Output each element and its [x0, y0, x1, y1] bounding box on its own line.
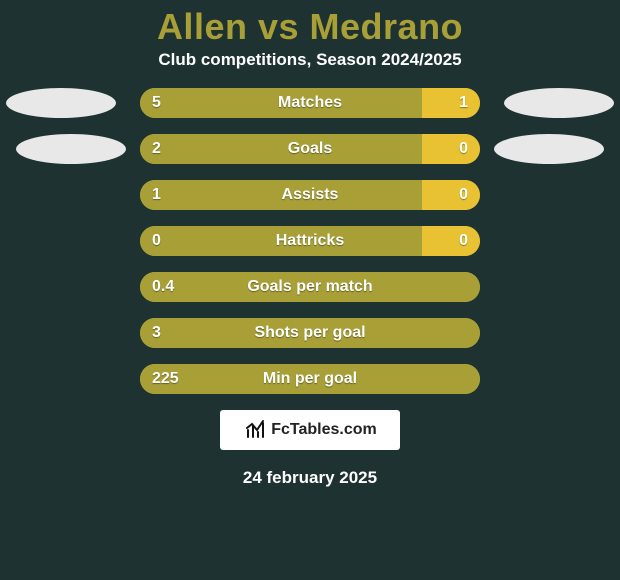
stat-bar-track	[140, 134, 480, 164]
stat-bar-right	[422, 226, 480, 256]
stats-area: Matches51 Goals20 Assists10 Hattricks00 Goal…	[0, 88, 620, 394]
player-a-name: Allen	[157, 6, 248, 47]
stat-bar-full	[140, 364, 480, 394]
stat-row: Assists10	[0, 180, 620, 210]
player-b-name: Medrano	[310, 6, 464, 47]
stat-bar-left	[140, 134, 422, 164]
stat-bar-full	[140, 272, 480, 302]
stat-row: Min per goal225	[0, 364, 620, 394]
stat-bar-track	[140, 318, 480, 348]
logo-text-fc: Fc	[271, 421, 290, 438]
stat-bar-track	[140, 272, 480, 302]
stat-bar-right	[422, 134, 480, 164]
logo-text: FcTables.com	[271, 421, 377, 439]
stat-row: Goals20	[0, 134, 620, 164]
stat-row: Goals per match0.4	[0, 272, 620, 302]
stat-bar-right	[422, 88, 480, 118]
bar-chart-icon	[243, 418, 267, 442]
stat-bar-left	[140, 180, 422, 210]
comparison-date: 24 february 2025	[0, 468, 620, 488]
logo-text-tables: Tables	[290, 421, 340, 438]
stat-bar-full	[140, 318, 480, 348]
stat-row: Hattricks00	[0, 226, 620, 256]
comparison-title: Allen vs Medrano	[0, 0, 620, 50]
fctables-logo: FcTables.com	[220, 410, 400, 450]
vs-text: vs	[258, 6, 299, 47]
stat-bar-left	[140, 88, 422, 118]
stat-bar-track	[140, 180, 480, 210]
stat-bar-track	[140, 364, 480, 394]
stat-bar-track	[140, 226, 480, 256]
stat-bar-right	[422, 180, 480, 210]
stat-row: Matches51	[0, 88, 620, 118]
comparison-subtitle: Club competitions, Season 2024/2025	[0, 50, 620, 88]
stat-bar-track	[140, 88, 480, 118]
stat-bar-left	[140, 226, 422, 256]
stat-row: Shots per goal3	[0, 318, 620, 348]
logo-text-com: .com	[339, 421, 376, 438]
